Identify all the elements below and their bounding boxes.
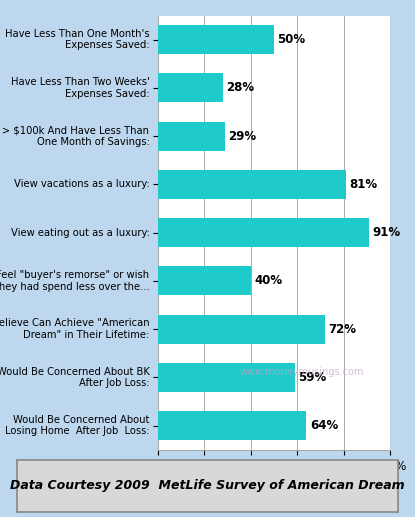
Text: Believe Can Achieve "American
Dream" in Their Lifetime:: Believe Can Achieve "American Dream" in … (0, 318, 149, 340)
Text: Would Be Concerned About BK
After Job Loss:: Would Be Concerned About BK After Job Lo… (0, 367, 149, 388)
Text: www.moneymusings.com: www.moneymusings.com (239, 367, 364, 376)
Text: 50%: 50% (277, 33, 305, 46)
Text: 29%: 29% (229, 130, 257, 143)
Bar (158, 73, 223, 102)
Bar (158, 170, 346, 199)
Text: View eating out as a luxury:: View eating out as a luxury: (10, 227, 149, 238)
Text: 64%: 64% (310, 419, 338, 432)
Text: Have Less Than Two Weeks'
Expenses Saved:: Have Less Than Two Weeks' Expenses Saved… (10, 77, 149, 99)
Text: Feel "buyer's remorse" or wish
they had spend less over the...: Feel "buyer's remorse" or wish they had … (0, 270, 149, 292)
Bar (158, 218, 369, 247)
Text: Have Less Than One Month's
Expenses Saved:: Have Less Than One Month's Expenses Save… (5, 29, 149, 51)
Text: 59%: 59% (298, 371, 327, 384)
Bar (158, 266, 251, 295)
Text: Would Be Concerned About
Losing Home  After Job  Loss:: Would Be Concerned About Losing Home Aft… (5, 415, 149, 436)
Text: Earn > $100k And Have Less Than
One Month of Savings:: Earn > $100k And Have Less Than One Mont… (0, 125, 149, 147)
Text: 91%: 91% (373, 226, 401, 239)
Bar (158, 411, 306, 440)
Bar (158, 315, 325, 344)
Text: 81%: 81% (349, 178, 378, 191)
Bar (158, 121, 225, 150)
Text: View vacations as a luxury:: View vacations as a luxury: (14, 179, 149, 189)
Text: 40%: 40% (254, 275, 282, 287)
Bar (158, 25, 274, 54)
Bar (158, 363, 295, 392)
Text: 28%: 28% (226, 81, 254, 95)
Text: 72%: 72% (329, 323, 356, 336)
Text: Data Courtesy 2009  MetLife Survey of American Dream: Data Courtesy 2009 MetLife Survey of Ame… (10, 479, 405, 493)
